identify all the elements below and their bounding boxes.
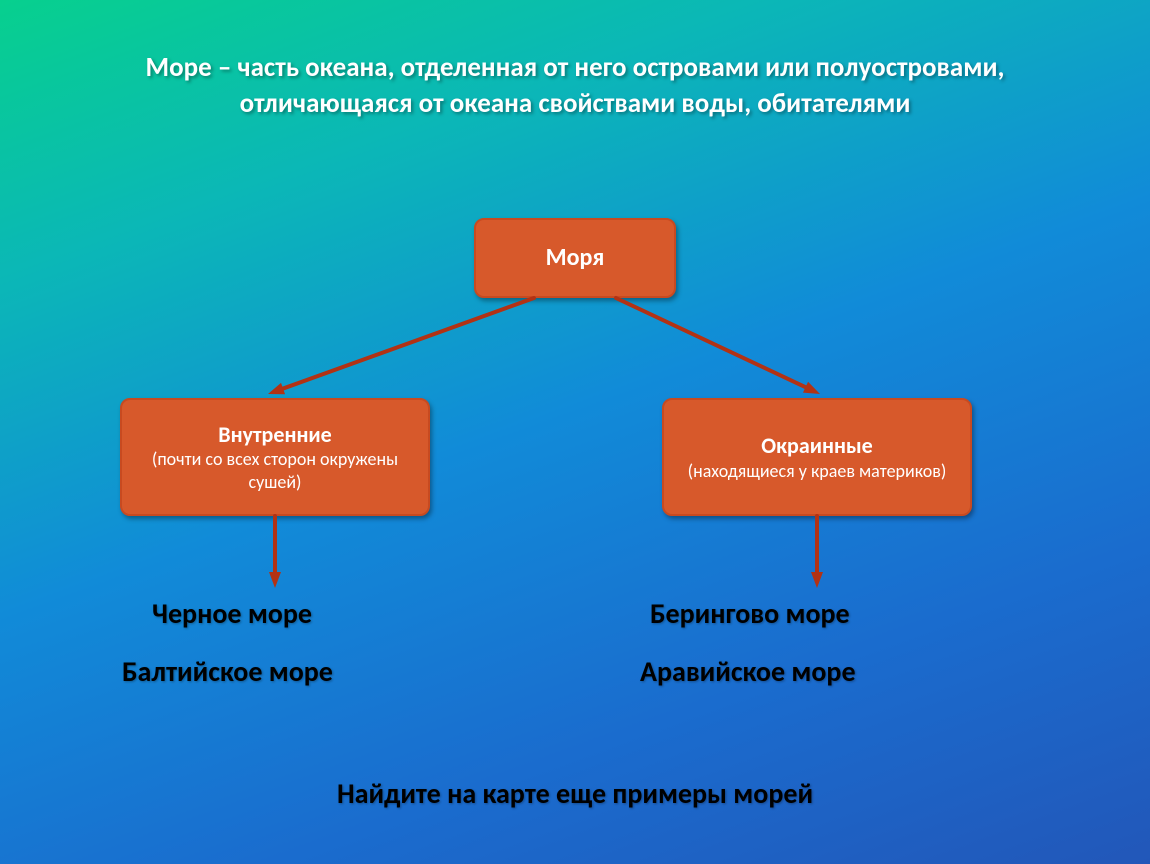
example-text: Черное море (152, 596, 312, 631)
diagram-node-right-sub: (находящиеся у краев материков) (676, 460, 959, 483)
diagram-node-left-label: Внутренние (218, 421, 332, 449)
diagram-node-root: Моря (474, 218, 676, 298)
diagram-node-right: Окраинные (находящиеся у краев материков… (662, 398, 972, 516)
diagram-node-left: Внутренние (почти со всех сторон окружен… (120, 398, 430, 516)
diagram-node-left-sub: (почти со всех сторон окружены сушей) (122, 448, 428, 493)
example-text: Берингово море (650, 596, 850, 631)
example-text: Балтийское море (122, 654, 333, 689)
slide-content: Море – часть океана, отделенная от него … (0, 0, 1150, 864)
diagram-node-root-label: Моря (546, 243, 605, 273)
slide-title: Море – часть океана, отделенная от него … (0, 50, 1150, 123)
example-text: Аравийское море (640, 654, 856, 689)
diagram-node-right-label: Окраинные (761, 432, 872, 460)
slide-footer: Найдите на карте еще примеры морей (0, 776, 1150, 811)
